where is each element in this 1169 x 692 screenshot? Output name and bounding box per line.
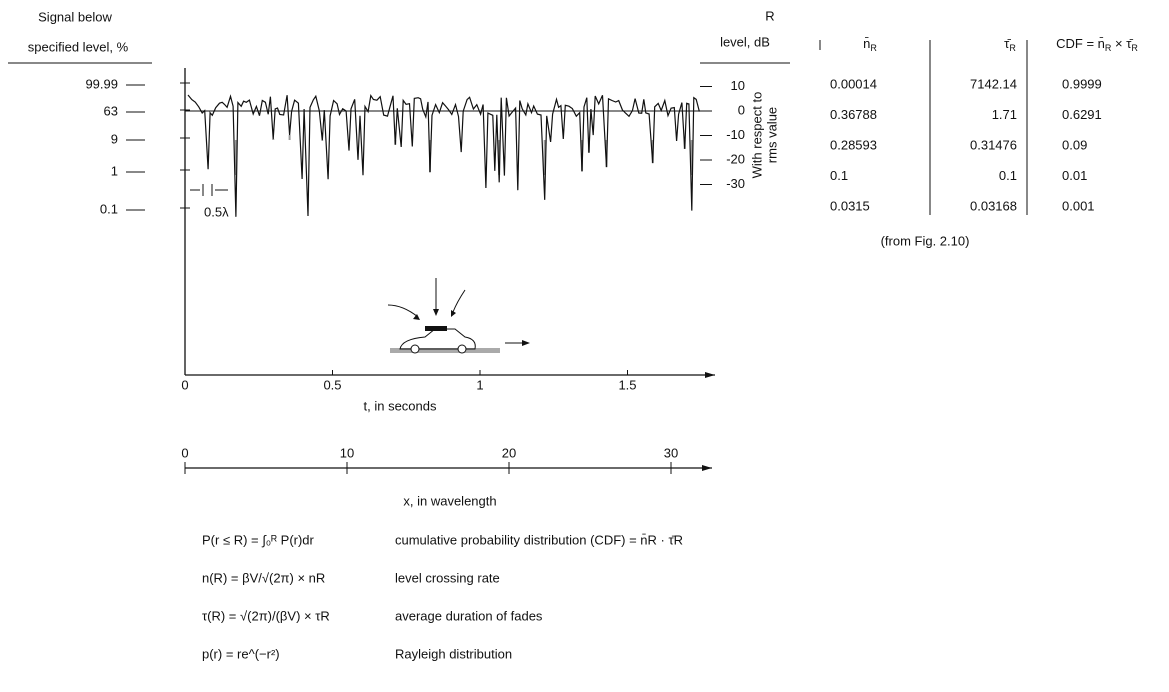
table-cell: 0.6291 (1062, 107, 1102, 122)
x-tick-label: 0 (181, 445, 188, 460)
header-part: R (870, 43, 877, 53)
table-header: τ̄R (1004, 36, 1016, 53)
table-cell: 0.01 (1062, 168, 1087, 183)
right-axis-title: level, dB (720, 34, 770, 49)
table-cell: 0.9999 (1062, 76, 1102, 91)
spacing-label: 0.5λ (204, 204, 229, 219)
table-source: (from Fig. 2.10) (881, 233, 970, 248)
header-part: R (1009, 43, 1016, 53)
x-tick-label: 10 (340, 445, 354, 460)
formula-description: Rayleigh distribution (395, 646, 512, 661)
table-cell: 7142.14 (970, 76, 1017, 91)
table-cell: 0.28593 (830, 137, 877, 152)
signal-trace (187, 94, 700, 217)
right-axis-note: With respect to (749, 92, 764, 179)
left-tick-label: 63 (104, 103, 118, 118)
header-part: × τ̄ (1111, 36, 1133, 51)
right-axis-title: R (765, 8, 774, 23)
header-part: n̄ (863, 36, 870, 51)
table-cell: 0.1 (830, 168, 848, 183)
table-cell: 0.00014 (830, 76, 877, 91)
table-header: n̄R (863, 36, 877, 53)
right-axis-note: rms value (764, 107, 779, 163)
header-part: R (1131, 43, 1138, 53)
left-axis-title: Signal below (38, 9, 112, 24)
formula: p(r) = re^(−r²) (202, 646, 280, 661)
left-tick-label: 1 (111, 163, 118, 178)
table-cell: 0.03168 (970, 198, 1017, 213)
formula: P(r ≤ R) = ∫₀ᴿ P(r)dr (202, 532, 315, 547)
right-tick-label: -10 (726, 127, 745, 142)
formula: τ(R) = √(2π)/(βV) × τR (202, 608, 330, 623)
table-cell: 0.09 (1062, 137, 1087, 152)
x-tick-label: 0 (181, 377, 188, 392)
vehicle-sketch (387, 278, 530, 354)
x-tick-label: 20 (502, 445, 516, 460)
table-cell: 0.31476 (970, 137, 1017, 152)
header-part: R (1105, 43, 1112, 53)
table-cell: 0.0315 (830, 198, 870, 213)
x-tick-label: 0.5 (323, 377, 341, 392)
formula-description: average duration of fades (395, 608, 543, 623)
wavelength-axis-label: x, in wavelength (403, 493, 496, 508)
left-tick-label: 0.1 (100, 201, 118, 216)
x-tick-label: 30 (664, 445, 678, 460)
table-cell: 0.1 (999, 168, 1017, 183)
right-tick-label: -20 (726, 151, 745, 166)
left-tick-label: 99.99 (85, 76, 118, 91)
left-tick-label: 9 (111, 131, 118, 146)
header-part: CDF = n̄ (1056, 36, 1105, 51)
x-tick-label: 1 (476, 377, 483, 392)
right-tick-label: 10 (731, 78, 745, 93)
table-cell: 1.71 (992, 107, 1017, 122)
formula-description: level crossing rate (395, 570, 500, 585)
table-header: CDF = n̄R × τ̄R (1056, 36, 1138, 53)
arrow (705, 372, 715, 378)
right-tick-label: -30 (726, 176, 745, 191)
table-cell: 0.36788 (830, 107, 877, 122)
formula-description: cumulative probability distribution (CDF… (395, 532, 683, 547)
fading-signal (187, 94, 700, 217)
arrow (702, 465, 712, 471)
table-cell: 0.001 (1062, 198, 1095, 213)
formula: n(R) = βV/√(2π) × nR (202, 570, 325, 585)
x-tick-label: 1.5 (618, 377, 636, 392)
header-part: τ̄ (1004, 36, 1011, 51)
left-axis-title: specified level, % (28, 39, 129, 54)
time-axis-label: t, in seconds (364, 398, 437, 413)
right-tick-label: 0 (738, 102, 745, 117)
